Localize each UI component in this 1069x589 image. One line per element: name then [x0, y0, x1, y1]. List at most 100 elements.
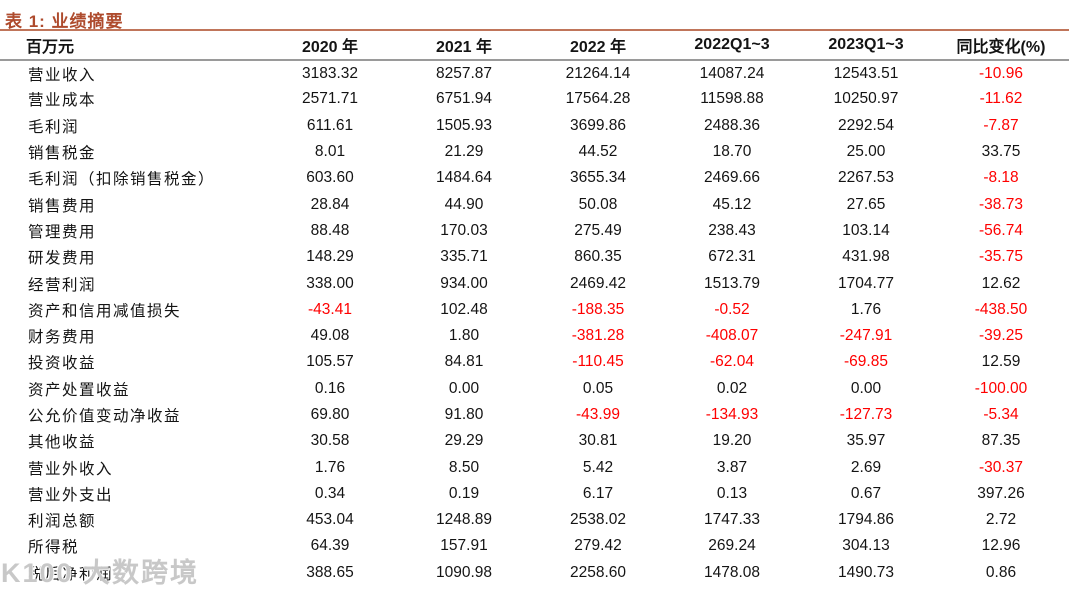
cell-2022: 21264.14	[565, 64, 631, 82]
cell-yoy: 12.59	[981, 353, 1021, 371]
table-row: 营业收入 3183.32 8257.87 21264.14 14087.24 1…	[0, 60, 1069, 86]
column-header-2020: 2020 年	[263, 31, 397, 61]
cell-2020: 603.60	[306, 169, 354, 187]
cell-2022q1-3: 19.20	[712, 432, 752, 450]
cell-2022: 279.42	[574, 537, 622, 555]
row-label: 营业成本	[28, 92, 97, 110]
cell-yoy: -100.00	[974, 379, 1028, 397]
cell-2023q1-3: 25.00	[846, 143, 886, 161]
cell-2023q1-3: -69.85	[844, 353, 888, 371]
cell-2023q1-3: -127.73	[839, 406, 893, 423]
cell-2021: 8.50	[448, 458, 480, 476]
cell-2023q1-3: 1.76	[850, 300, 882, 318]
row-label: 其他收益	[28, 434, 97, 452]
row-label: 财务费用	[28, 329, 97, 347]
cell-2023q1-3: 27.65	[846, 195, 886, 213]
cell-yoy: -8.18	[983, 169, 1019, 187]
cell-yoy: -35.75	[979, 248, 1023, 266]
cell-2022q1-3: 45.12	[712, 195, 752, 213]
cell-2022q1-3: 0.13	[716, 484, 748, 502]
cell-2023q1-3: 1794.86	[837, 511, 895, 529]
row-label: 税后净利润	[28, 565, 114, 583]
cell-2020: 0.34	[314, 484, 346, 502]
cell-2022q1-3: 2488.36	[703, 116, 761, 134]
cell-2022: -43.99	[576, 406, 620, 423]
cell-2022q1-3: -134.93	[705, 406, 759, 423]
row-label: 毛利润（扣除销售税金）	[28, 171, 216, 189]
table-row: 公允价值变动净收益 69.80 91.80 -43.99 -134.93 -12…	[0, 402, 1069, 428]
table-row: 管理费用 88.48 170.03 275.49 238.43 103.14 -…	[0, 218, 1069, 244]
cell-2022q1-3: 3.87	[716, 458, 748, 476]
column-header-2022q1-3: 2022Q1~3	[665, 31, 799, 61]
cell-2022: 6.17	[582, 484, 614, 502]
cell-2021: 1248.89	[435, 511, 493, 529]
cell-2022q1-3: 672.31	[708, 248, 756, 266]
table-row: 营业成本 2571.71 6751.94 17564.28 11598.88 1…	[0, 86, 1069, 112]
column-header-yoy-change: 同比变化(%)	[933, 31, 1069, 61]
cell-2020: 8.01	[314, 143, 346, 161]
cell-2022: 3655.34	[569, 169, 627, 187]
cell-2022: 44.52	[578, 143, 618, 161]
table-row: 利润总额 453.04 1248.89 2538.02 1747.33 1794…	[0, 507, 1069, 533]
cell-2022: 2469.42	[569, 274, 627, 292]
cell-2021: 157.91	[440, 537, 488, 555]
cell-yoy: -5.34	[983, 406, 1019, 423]
table-row: 经营利润 338.00 934.00 2469.42 1513.79 1704.…	[0, 270, 1069, 296]
cell-2023q1-3: 0.00	[850, 379, 882, 397]
cell-2022q1-3: 0.02	[716, 379, 748, 397]
cell-2022q1-3: 1513.79	[703, 274, 761, 292]
cell-2023q1-3: 2.69	[850, 458, 882, 476]
cell-2022q1-3: 2469.66	[703, 169, 761, 187]
row-label: 所得税	[28, 539, 80, 557]
row-label: 销售费用	[28, 197, 97, 215]
table-row: 税后净利润 388.65 1090.98 2258.60 1478.08 149…	[0, 560, 1069, 586]
cell-2021: 1090.98	[435, 563, 493, 581]
cell-2022: 50.08	[578, 195, 618, 213]
cell-2021: 6751.94	[435, 90, 493, 108]
cell-2020: 105.57	[306, 353, 354, 371]
row-label: 资产处置收益	[28, 381, 131, 399]
cell-2020: 88.48	[310, 221, 350, 239]
cell-2023q1-3: 12543.51	[833, 64, 899, 82]
cell-2023q1-3: 103.14	[842, 221, 890, 239]
cell-yoy: -438.50	[974, 300, 1028, 318]
table-row: 资产处置收益 0.16 0.00 0.05 0.02 0.00 -100.00	[0, 376, 1069, 402]
cell-2022q1-3: 11598.88	[700, 90, 764, 108]
column-header-2023q1-3: 2023Q1~3	[799, 31, 933, 61]
cell-2022q1-3: -0.52	[714, 300, 750, 318]
cell-2021: 934.00	[440, 274, 488, 292]
column-header-2021: 2021 年	[397, 31, 531, 61]
table-row: 毛利润（扣除销售税金） 603.60 1484.64 3655.34 2469.…	[0, 165, 1069, 191]
table-row: 研发费用 148.29 335.71 860.35 672.31 431.98 …	[0, 244, 1069, 270]
table-body: 营业收入 3183.32 8257.87 21264.14 14087.24 1…	[0, 60, 1069, 586]
cell-yoy: -39.25	[979, 327, 1023, 345]
cell-2023q1-3: 10250.97	[833, 90, 899, 108]
cell-2020: 49.08	[310, 327, 350, 345]
table-row: 销售费用 28.84 44.90 50.08 45.12 27.65 -38.7…	[0, 191, 1069, 217]
row-label: 管理费用	[28, 223, 97, 241]
cell-2023q1-3: 35.97	[846, 432, 886, 450]
cell-yoy: 397.26	[977, 484, 1025, 502]
cell-2022: -188.35	[571, 300, 625, 318]
cell-2022: 17564.28	[565, 90, 631, 108]
cell-2022q1-3: 1478.08	[703, 563, 761, 581]
cell-2022q1-3: 238.43	[708, 221, 756, 239]
cell-2020: 453.04	[306, 511, 354, 529]
cell-yoy: -7.87	[983, 116, 1019, 134]
cell-2022: 275.49	[574, 221, 622, 239]
cell-2020: 148.29	[306, 248, 354, 266]
row-label: 资产和信用减值损失	[28, 302, 182, 320]
cell-2021: 91.80	[444, 406, 484, 423]
cell-yoy: -11.62	[979, 90, 1023, 108]
cell-2020: 3183.32	[301, 64, 359, 82]
cell-2021: 29.29	[444, 432, 484, 450]
cell-2022q1-3: 1747.33	[703, 511, 761, 529]
cell-2020: 1.76	[314, 458, 346, 476]
table-row: 资产和信用减值损失 -43.41 102.48 -188.35 -0.52 1.…	[0, 297, 1069, 323]
cell-2020: 30.58	[310, 432, 350, 450]
cell-2022: 30.81	[578, 432, 618, 450]
cell-2020: 28.84	[310, 195, 350, 213]
cell-2022: 2258.60	[569, 563, 627, 581]
cell-yoy: -38.73	[979, 195, 1023, 213]
